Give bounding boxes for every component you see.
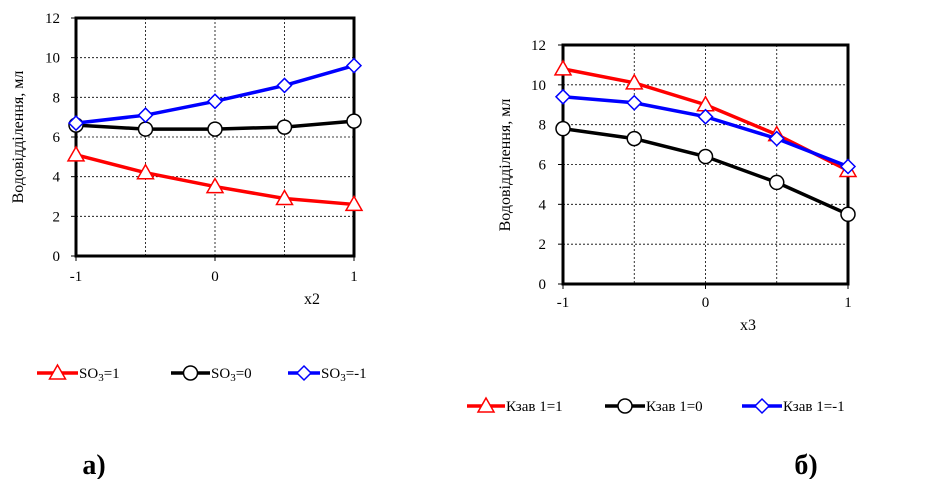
legend-marker <box>753 397 771 415</box>
data-point <box>346 113 362 129</box>
data-point <box>626 130 642 147</box>
panel-label: б) <box>794 450 817 479</box>
data-point <box>66 145 86 162</box>
legend: SO3=1 SO3=0 SO3=-1 <box>37 363 367 384</box>
legend-item: SO3=0 <box>171 365 252 384</box>
legend-label: SO3=1 <box>79 366 120 384</box>
data-point <box>553 59 573 76</box>
x-tick-label: -1 <box>70 269 83 285</box>
data-point <box>276 77 293 94</box>
legend-label: Кзав 1=0 <box>646 399 703 415</box>
legend-item: Кзав 1=0 <box>605 398 703 415</box>
y-tick-label: 6 <box>539 158 547 174</box>
legend-item: SO3=-1 <box>288 364 367 384</box>
data-point <box>554 88 572 105</box>
legend-label: SO3=-1 <box>321 366 367 384</box>
y-tick-label: 10 <box>45 51 60 67</box>
data-point <box>624 73 644 90</box>
data-point <box>768 130 785 147</box>
series-2 <box>555 120 856 223</box>
data-point <box>67 115 85 132</box>
legend-item: SO3=1 <box>37 363 120 384</box>
x-axis-label: x2 <box>304 291 320 308</box>
legend-item: Кзав 1=-1 <box>742 397 845 415</box>
data-point <box>136 163 155 180</box>
y-tick-label: 4 <box>539 197 547 213</box>
panel-label: а) <box>82 450 105 479</box>
x-axis-label: x3 <box>740 317 756 334</box>
y-axis-label: Водовідділення, мл <box>497 99 514 232</box>
y-tick-label: 12 <box>531 38 546 54</box>
y-tick-label: 0 <box>539 277 547 293</box>
data-point <box>137 121 154 137</box>
plot-frame <box>561 43 850 286</box>
chart-panel-2: 0 2 4 6 8 10 12 -1 0 1 x3 Водовідділення, мл Кзав 1=… <box>467 38 858 479</box>
y-tick-label: 0 <box>53 249 61 265</box>
data-point <box>206 93 224 110</box>
legend-marker <box>295 364 313 382</box>
y-tick-label: 2 <box>539 237 547 253</box>
y-tick-label: 4 <box>53 170 61 186</box>
data-point <box>769 174 785 191</box>
legend-label: Кзав 1=1 <box>506 399 563 415</box>
legend-marker <box>48 363 67 380</box>
x-tick-label: 1 <box>844 295 852 311</box>
data-point <box>207 121 223 137</box>
x-tick-label: 0 <box>702 295 710 311</box>
data-point <box>840 206 856 223</box>
data-point <box>626 94 643 111</box>
data-point <box>839 158 857 175</box>
data-point <box>205 177 225 194</box>
y-axis-label: Водовідділення, мл <box>10 71 27 204</box>
data-point <box>345 57 363 74</box>
series-3 <box>554 88 857 175</box>
y-tick-label: 6 <box>53 130 61 146</box>
y-tick-label: 8 <box>539 118 547 134</box>
data-point <box>276 119 293 135</box>
legend-label: SO3=0 <box>211 366 252 384</box>
x-tick-label: 1 <box>350 269 358 285</box>
data-point <box>275 188 294 206</box>
legend-marker <box>617 398 633 414</box>
y-tick-label: 2 <box>53 209 61 225</box>
data-point <box>137 107 154 124</box>
x-tick-label: 0 <box>211 269 219 285</box>
y-tick-label: 10 <box>531 78 546 94</box>
series-1 <box>66 145 364 212</box>
legend-label: Кзав 1=-1 <box>783 399 845 415</box>
series-3 <box>67 57 363 132</box>
data-point <box>697 108 714 125</box>
legend: Кзав 1=1 Кзав 1=0 Кзав 1=-1 <box>467 396 845 415</box>
data-point <box>697 148 714 165</box>
legend-marker <box>182 365 199 381</box>
y-tick-label: 8 <box>53 90 61 106</box>
x-tick-label: -1 <box>557 295 570 311</box>
data-point <box>344 194 364 212</box>
data-point <box>555 120 571 137</box>
legend-marker <box>476 396 496 413</box>
y-tick-label: 12 <box>45 11 60 27</box>
legend-item: Кзав 1=1 <box>467 396 563 415</box>
